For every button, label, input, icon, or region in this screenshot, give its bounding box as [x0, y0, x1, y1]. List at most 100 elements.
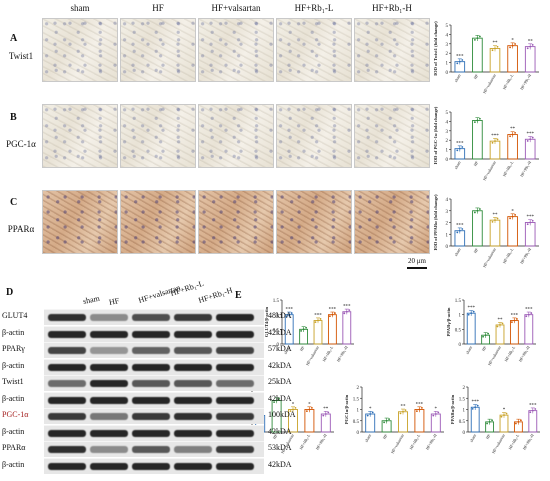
blot-band-0-3	[174, 314, 212, 321]
blot-kda-8: 53kDA	[268, 443, 292, 452]
chart-0-point-2-1	[494, 47, 496, 50]
chart-1-ylabel: IOD of PGC-1α (fold change)	[433, 106, 438, 164]
chart-4-point-3-1	[513, 319, 516, 322]
chart-7-point-1-2	[491, 419, 493, 422]
chart-2-point-2-1	[494, 219, 496, 222]
chart-3-category-0: sham	[283, 344, 292, 355]
chart-4-point-1-2	[487, 332, 489, 335]
blot-label-9: β-actin	[2, 459, 25, 469]
chart-0-point-1-0	[474, 38, 476, 41]
blot-kda-6: 100kDA	[268, 410, 296, 419]
blot-band-9-0	[48, 462, 86, 470]
chart-0-bar-3	[507, 45, 518, 73]
chart-7-point-0-0	[471, 407, 474, 410]
chart-1-ytick-label-3: 3	[446, 130, 449, 135]
chart-7-point-3-0	[515, 422, 517, 425]
chart-1-point-3-1	[511, 133, 514, 136]
chart-2-point-2-0	[491, 220, 494, 223]
chart-6-category-4: HF+Rb₁-H	[425, 433, 438, 451]
chart-2-category-2: HF+valsartan	[482, 247, 497, 268]
panel-letter-c: C	[10, 197, 18, 208]
chart-0-sig-2: **	[493, 41, 499, 46]
chart-1-point-2-1	[494, 140, 496, 143]
chart-3-point-2-2	[319, 318, 322, 320]
chart-6-point-3-1	[418, 408, 421, 411]
ihc-tile-ppar-2	[198, 190, 274, 254]
chart-0-ylabel: IOD of Twist1 (fold change)	[433, 21, 438, 76]
blot-band-5-1	[90, 396, 128, 404]
blot-band-8-0	[48, 446, 86, 453]
blot-band-9-3	[174, 462, 212, 470]
chart-1-point-3-0	[509, 135, 511, 138]
blot-kda-5: 42kDA	[268, 393, 292, 403]
chart-7-ytick-label-4: 2	[463, 386, 466, 391]
ihc-tile-twist1-1	[120, 18, 196, 82]
blot-band-4-0	[48, 380, 86, 387]
chart-5-point-1-2	[278, 397, 280, 400]
chart-2-sig-0: ***	[456, 223, 464, 228]
chart-3-category-2: HF+valsartan	[305, 345, 320, 366]
chart-3-category-3: HF+Rb₁-L	[321, 345, 334, 363]
row-label-pgc1a: PGC-1α	[6, 139, 36, 149]
blot-label-3: β-actin	[2, 360, 25, 370]
chart-5-point-2-1	[292, 408, 294, 411]
blot-strip-3	[44, 358, 264, 375]
chart-0-point-4-1	[529, 45, 532, 48]
chart-0-sig-3: *	[511, 38, 514, 43]
blot-band-2-0	[48, 347, 86, 354]
blot-strip-7	[44, 424, 264, 441]
blot-kda-4: 25kDA	[268, 377, 292, 386]
chart-5-category-1: HF	[272, 432, 279, 440]
ihc-tile-twist1-0	[42, 18, 118, 82]
ihc-tile-ppar-3	[276, 190, 352, 254]
chart-1-category-1: HF	[472, 159, 479, 167]
chart-6-sig-3: ***	[416, 402, 424, 407]
chart-3-sig-3: ***	[329, 308, 337, 313]
chart-2-point-4-2	[531, 219, 534, 222]
blot-band-3-0	[48, 363, 86, 371]
blot-strip-5	[44, 391, 264, 408]
chart-0-bar-2	[489, 48, 501, 73]
blot-band-4-4	[216, 380, 254, 387]
chart-0-point-0-2	[461, 59, 464, 61]
chart-4-ylabel: PPARγ/β-actin	[446, 307, 451, 336]
chart-4-sig-2: **	[498, 318, 504, 323]
blot-strip-1	[44, 325, 264, 342]
chart-7-category-0: sham	[469, 432, 478, 443]
chart-7-point-2-0	[500, 415, 503, 418]
blot-band-2-1	[90, 347, 128, 354]
chart-2-category-0: sham	[453, 246, 462, 257]
blot-band-1-2	[132, 330, 170, 338]
blot-band-7-2	[132, 429, 170, 437]
blot-band-1-1	[90, 330, 128, 338]
chart-2-ytick-label-4: 4	[446, 198, 449, 203]
chart-2-sig-2: **	[493, 213, 499, 218]
chart-7-point-1-1	[488, 420, 491, 423]
chart-7-point-3-1	[517, 420, 520, 423]
chart-3-bar-3	[327, 314, 337, 345]
blot-band-8-2	[132, 446, 170, 453]
chart-6-sig-4: *	[435, 407, 438, 412]
chart-1-point-0-1	[458, 147, 461, 150]
chart-6-point-3-2	[421, 406, 423, 409]
chart-3-point-2-1	[317, 319, 319, 322]
blot-kda-9: 42kDA	[268, 459, 292, 469]
chart-6-category-0: sham	[364, 432, 373, 443]
chart-3-sig-2: ***	[314, 313, 322, 318]
chart-7-bar-4	[528, 410, 538, 433]
chart-2-category-1: HF	[472, 246, 479, 254]
chart-5-point-3-1	[308, 408, 311, 411]
chart-2-sig-3: *	[511, 209, 514, 214]
blot-strip-9	[44, 457, 264, 474]
chart-6-ytick-label-0: 0	[357, 431, 360, 436]
blot-kda-0: 48kDA	[268, 311, 292, 320]
chart-3-point-4-2	[348, 309, 351, 312]
ihc-tile-pgc1-0	[42, 104, 118, 168]
chart-3-point-3-1	[331, 313, 334, 316]
chart-4-category-4: HF+Rb₁-H	[518, 345, 531, 363]
chart-7-point-0-1	[474, 406, 477, 409]
chart-3-bar-2	[313, 320, 323, 345]
column-header-rb1-l: HF+Rb₁-L	[294, 3, 334, 13]
chart-3-category-1: HF	[299, 344, 306, 352]
chart-0-point-4-0	[526, 47, 529, 50]
